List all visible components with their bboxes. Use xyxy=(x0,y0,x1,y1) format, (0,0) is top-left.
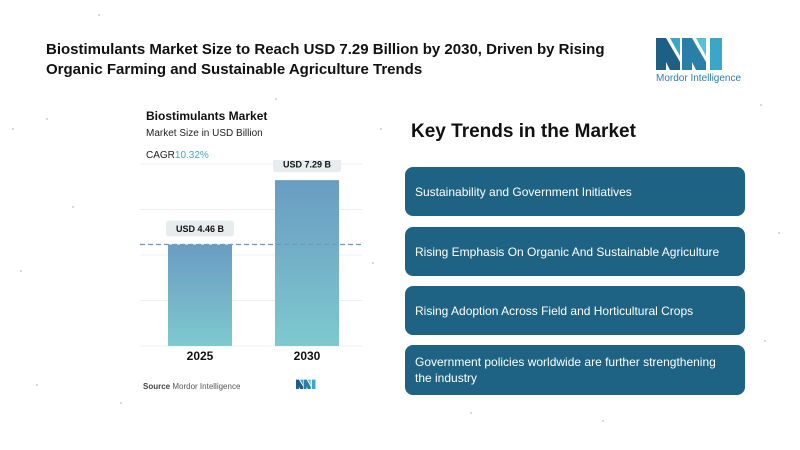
mini-logo-icon xyxy=(296,379,316,389)
background-speckle xyxy=(372,262,374,264)
chart-title: Biostimulants Market xyxy=(146,109,268,123)
background-speckle xyxy=(602,420,604,422)
cagr-label: CAGR xyxy=(146,150,175,161)
logo-mark-icon xyxy=(656,38,722,70)
trend-card: Sustainability and Government Initiative… xyxy=(405,167,745,216)
background-speckle xyxy=(275,98,277,100)
background-speckle xyxy=(20,270,22,272)
data-label-box xyxy=(273,160,341,173)
trend-card-text: Rising Emphasis On Organic And Sustainab… xyxy=(415,244,720,259)
bar-2030 xyxy=(275,180,339,346)
cagr: CAGR10.32% xyxy=(146,150,209,161)
trend-card: Rising Adoption Across Field and Horticu… xyxy=(405,286,745,335)
logo-text: Mordor Intelligence xyxy=(656,73,742,84)
background-speckle xyxy=(380,128,382,130)
trend-card: Rising Emphasis On Organic And Sustainab… xyxy=(405,227,745,276)
trends-title: Key Trends in the Market xyxy=(411,121,636,142)
background-speckle xyxy=(98,14,100,16)
trend-card: Government policies worldwide are furthe… xyxy=(405,345,745,395)
data-label: USD 7.29 B xyxy=(283,160,332,170)
cagr-value: 10.32% xyxy=(174,150,209,161)
data-label-box xyxy=(166,220,234,237)
trend-card-text: Rising Adoption Across Field and Horticu… xyxy=(415,303,694,318)
background-speckle xyxy=(470,412,472,414)
source-label: Source xyxy=(143,382,171,391)
background-speckle xyxy=(36,384,38,386)
bar-2025 xyxy=(168,244,232,346)
x-tick-label: 2030 xyxy=(294,349,321,363)
background-speckle xyxy=(120,402,122,404)
source: Source Mordor Intelligence xyxy=(143,382,240,391)
background-speckle xyxy=(72,206,74,208)
bar-chart: USD 4.46 B USD 7.29 B 2025 2030 xyxy=(140,160,362,363)
background-speckle xyxy=(764,340,766,342)
source-text: Mordor Intelligence xyxy=(172,382,241,391)
trend-card-text: Sustainability and Government Initiative… xyxy=(415,184,632,199)
trend-card-text: Government policies worldwide are furthe… xyxy=(415,355,716,385)
chart-subtitle: Market Size in USD Billion xyxy=(146,128,263,139)
background-speckle xyxy=(12,128,14,130)
background-speckle xyxy=(778,232,780,234)
headline: Biostimulants Market Size to Reach USD 7… xyxy=(46,41,605,78)
background-speckle xyxy=(760,104,762,106)
mordor-intelligence-logo: Mordor Intelligence xyxy=(656,36,741,86)
background-speckle xyxy=(46,118,48,120)
data-label: USD 4.46 B xyxy=(176,224,225,234)
x-tick-label: 2025 xyxy=(187,349,214,363)
